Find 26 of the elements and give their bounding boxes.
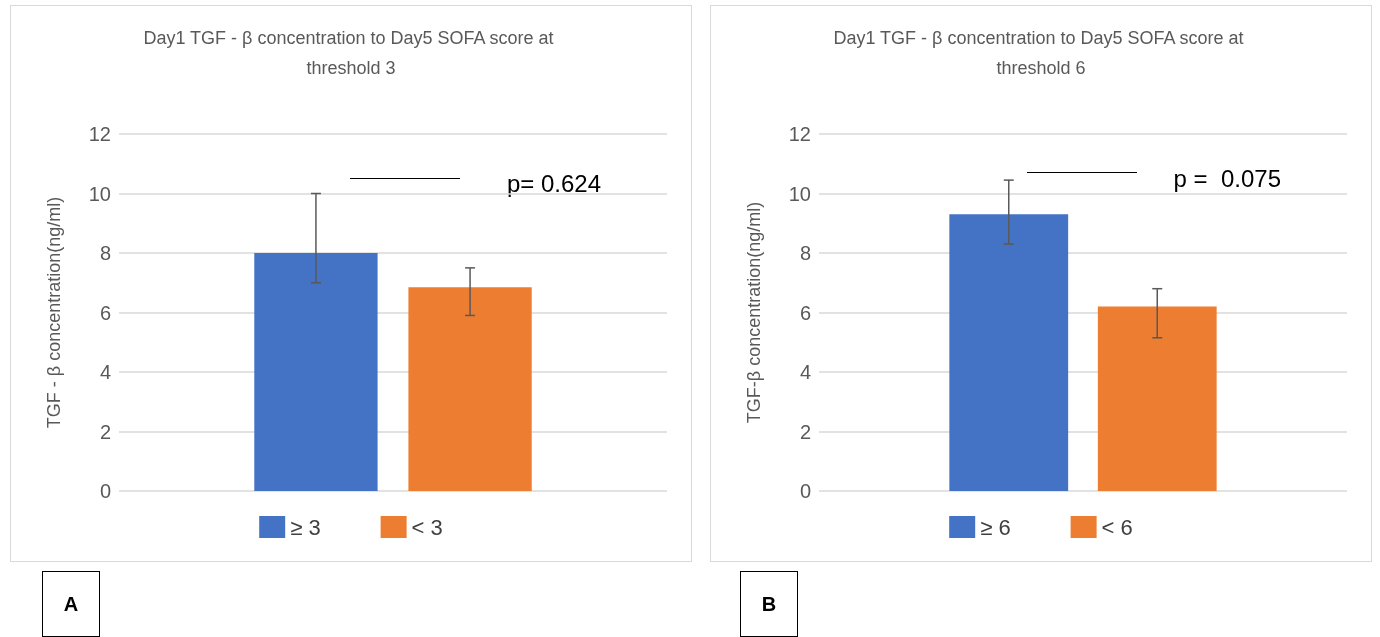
text: A (42, 571, 100, 637)
y-tick-label: 8 (99, 242, 111, 264)
y-tick-label: 6 (99, 301, 111, 324)
chart-title: Day1 TGF - β concentration to Day5 SOFA score at threshold 6 (833, 28, 1249, 78)
y-axis-title: TGF - β concentration(ng/ml) (44, 196, 64, 429)
legend-label: ≥ 3 (290, 514, 321, 540)
y-tick-label: 12 (788, 123, 811, 145)
legend-label: < 3 (411, 514, 443, 540)
y-tick-label: 0 (799, 480, 811, 502)
y-axis-title: TGF-β concentration(ng/ml) (744, 201, 764, 424)
y-tick-label: 12 (88, 123, 111, 145)
y-tick-label: 2 (99, 420, 111, 443)
chart-title: Day1 TGF - β concentration to Day5 SOFA score at threshold 3 (143, 28, 559, 78)
y-tick-label: 0 (99, 480, 111, 502)
y-tick-label: 4 (799, 361, 811, 383)
text: B (740, 571, 798, 637)
annotation: p = 0.075 (1173, 164, 1282, 192)
legend-label: ≥ 6 (980, 514, 1011, 540)
annotation: p= 0.624 (506, 169, 601, 197)
y-tick-label: 8 (799, 242, 811, 264)
y-tick-label: 2 (799, 420, 811, 443)
y-tick-label: 4 (99, 361, 111, 383)
y-tick-label: 10 (788, 182, 811, 205)
legend-label: < 6 (1101, 514, 1133, 540)
y-tick-label: 6 (799, 301, 811, 324)
y-tick-label: 10 (88, 182, 111, 205)
